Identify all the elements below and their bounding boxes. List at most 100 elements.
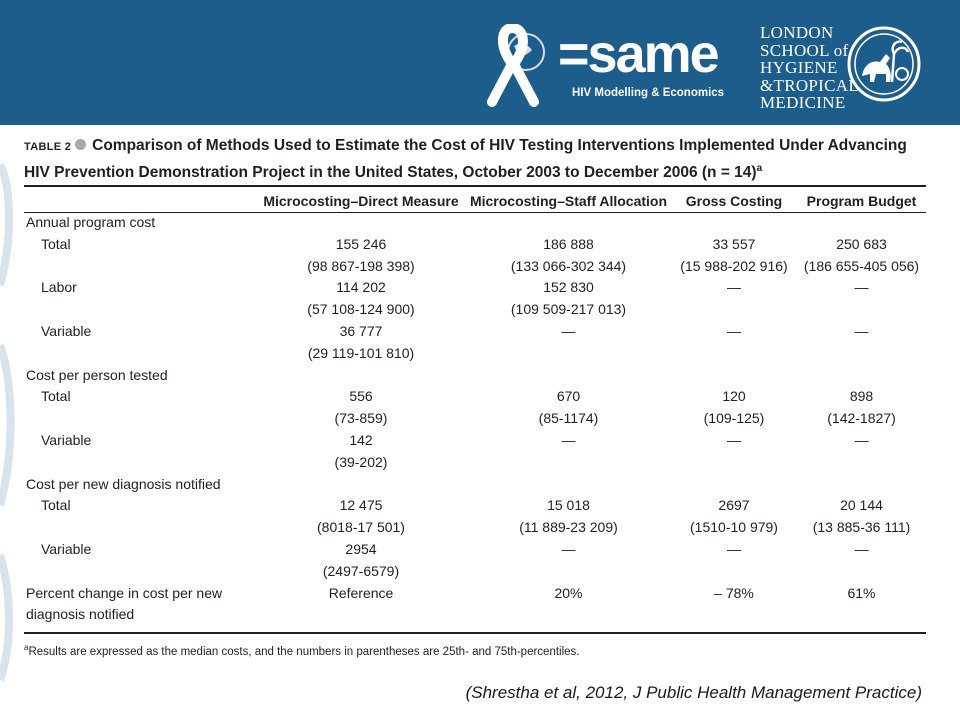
table-row: (29 119-101 810)	[24, 343, 926, 365]
cost-comparison-table: Microcosting–Direct Measure Microcosting…	[24, 190, 926, 626]
lshtm-line: &TROPICAL	[760, 75, 860, 95]
column-header: Microcosting–Staff Allocation	[469, 193, 668, 209]
header-banner: =same HIV Modelling & Economics LONDON S…	[0, 0, 960, 125]
row-label: Total	[41, 497, 71, 514]
table-cell	[466, 604, 671, 626]
table-cell	[671, 365, 797, 387]
row-label	[24, 517, 256, 539]
title-superscript: a	[756, 163, 763, 174]
table-cell	[466, 452, 671, 474]
header-rule	[24, 212, 926, 213]
table-cell: —	[854, 279, 869, 296]
table-cell: (186 655-405 056)	[803, 257, 920, 274]
row-label: Variable	[41, 431, 92, 448]
table-cell	[466, 343, 671, 365]
table-cell: (2497-6579)	[322, 562, 400, 579]
table-cell: 2954	[345, 540, 377, 557]
row-label	[24, 408, 256, 430]
table-cell	[797, 343, 926, 365]
table-cell: 120	[722, 388, 746, 405]
table-header-row: Microcosting–Direct Measure Microcosting…	[24, 190, 926, 212]
table-cell: 186 888	[543, 235, 594, 252]
table-row: (39-202)	[24, 452, 926, 474]
bullet-icon	[75, 139, 87, 150]
table-row: Total 12 475 15 018 2697 20 144	[24, 495, 926, 517]
table-cell: —	[561, 431, 576, 448]
table-cell	[256, 604, 466, 626]
table-cell: 114 202	[336, 279, 386, 296]
table-row: (57 108-124 900) (109 509-217 013)	[24, 299, 926, 321]
lshtm-logo-text: LONDON SCHOOL of HYGIENE &TROPICAL MEDIC…	[760, 24, 859, 112]
table-title-text: Comparison of Methods Used to Estimate t…	[24, 137, 907, 182]
row-label: Variable	[41, 540, 92, 557]
row-label: Annual program cost	[26, 214, 156, 230]
column-header: Gross Costing	[685, 193, 783, 209]
row-label: Cost per new diagnosis notified	[26, 475, 221, 492]
row-label: Cost per person tested	[26, 366, 168, 383]
row-label: Percent change in cost per new	[26, 584, 223, 601]
table-body: Annual program cost Total 155 246 186 888 33…	[24, 212, 926, 626]
table-row: Labor 114 202 152 830 — —	[24, 277, 926, 299]
table-cell: (142-1827)	[827, 410, 896, 427]
table-cell: —	[854, 431, 869, 448]
table-cell: —	[561, 322, 576, 339]
table-cell	[797, 212, 926, 234]
row-label	[24, 343, 256, 365]
table-cell	[797, 561, 926, 583]
table-cell: 898	[849, 388, 874, 405]
table-row: (98 867-198 398) (133 066-302 344) (15 988…	[24, 256, 926, 278]
table-cell: (109-125)	[703, 410, 765, 427]
table-cell	[671, 604, 797, 626]
table-cell: (57 108-124 900)	[307, 301, 415, 318]
table-cell	[671, 474, 797, 496]
table-cell: Reference	[328, 584, 394, 601]
table-row: Total 155 246 186 888 33 557 250 683	[24, 234, 926, 256]
table-cell: 152 830	[543, 279, 594, 296]
row-label	[24, 452, 256, 474]
decorative-edge-icon	[0, 162, 15, 682]
column-header	[24, 190, 256, 212]
table-cell: —	[727, 322, 741, 339]
table-cell	[256, 365, 466, 387]
lshtm-crest-icon	[847, 26, 921, 102]
table-cell: 15 018	[547, 497, 590, 514]
table-cell: 155 246	[335, 235, 387, 252]
table-cell: —	[561, 540, 576, 557]
table-row: Cost per new diagnosis notified	[24, 474, 926, 496]
table-row: (73-859) (85-1174) (109-125) (142-1827)	[24, 408, 926, 430]
table-row: Variable 2954 — — —	[24, 539, 926, 561]
table-row: Total 556 670 120 898	[24, 386, 926, 408]
table-cell	[256, 212, 466, 234]
table-row: Annual program cost	[24, 212, 926, 234]
table-cell: (39-202)	[334, 453, 388, 470]
table-cell: 61%	[847, 584, 876, 601]
table-title: TABLE 2 Comparison of Methods Used to Est…	[24, 135, 934, 184]
row-label: Labor	[41, 279, 77, 296]
table-row: Variable 36 777 — — —	[24, 321, 926, 343]
table-cell: 20 144	[840, 497, 883, 514]
footnote-marker: a	[24, 643, 29, 652]
table-cell	[466, 474, 671, 496]
column-header: Program Budget	[806, 193, 917, 209]
table-cell: (13 885-36 111)	[812, 519, 911, 536]
table-cell	[797, 474, 926, 496]
table-cell	[671, 212, 797, 234]
row-label: Total	[41, 235, 71, 252]
table-cell: —	[854, 540, 869, 557]
table-cell	[797, 299, 926, 321]
table-cell: (98 867-198 398)	[307, 257, 415, 274]
table-cell: (133 066-302 344)	[510, 257, 627, 274]
table-cell: 2697	[718, 497, 750, 514]
table-cell	[671, 561, 797, 583]
table-cell: —	[727, 540, 741, 557]
table-cell: 142	[349, 431, 373, 448]
table-cell	[671, 452, 797, 474]
table-cell: 33 557	[712, 235, 756, 252]
table-row: diagnosis notified	[24, 604, 926, 626]
table-cell: – 78%	[714, 584, 754, 601]
table-cell	[797, 604, 926, 626]
table-cell	[797, 365, 926, 387]
table-cell	[671, 343, 797, 365]
table-label: TABLE 2	[24, 141, 72, 153]
lshtm-line: LONDON	[760, 23, 834, 42]
